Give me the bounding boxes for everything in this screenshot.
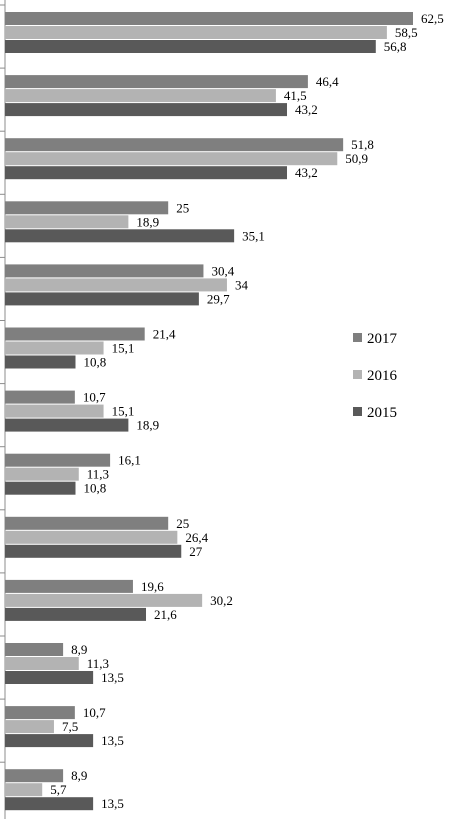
bar-2015-2	[5, 166, 288, 180]
bar-2017-0	[5, 12, 413, 25]
bar-2016-2	[5, 152, 338, 166]
bar-2015-10	[5, 671, 94, 684]
value-label: 7,5	[62, 719, 78, 734]
value-label: 43,2	[295, 102, 318, 117]
legend-swatch-2016	[353, 370, 362, 379]
bar-2016-9	[5, 593, 203, 607]
value-label: 10,8	[84, 481, 107, 496]
value-label: 27	[189, 544, 203, 559]
value-label: 18,9	[136, 214, 159, 229]
bar-2016-7	[5, 467, 79, 481]
value-labels-layer: 62,558,556,846,441,543,251,850,943,22518…	[50, 11, 444, 811]
bar-2016-5	[5, 341, 104, 355]
value-label: 8,9	[71, 642, 87, 657]
bar-2015-9	[5, 607, 147, 621]
value-label: 21,4	[153, 327, 176, 342]
value-label: 13,5	[101, 733, 124, 748]
bar-2016-8	[5, 530, 178, 544]
bar-2017-2	[5, 138, 344, 152]
legend-label: 2015	[367, 405, 397, 421]
value-label: 30,4	[211, 263, 234, 278]
value-label: 5,7	[50, 782, 67, 797]
value-label: 26,4	[185, 530, 208, 545]
value-label: 19,6	[141, 579, 164, 594]
value-label: 16,1	[118, 453, 141, 468]
value-label: 18,9	[136, 418, 159, 433]
bar-2017-4	[5, 264, 204, 278]
bar-2015-5	[5, 355, 76, 369]
bar-2016-3	[5, 215, 129, 229]
value-label: 29,7	[207, 291, 230, 306]
value-label: 56,8	[384, 39, 407, 54]
value-label: 51,8	[351, 137, 374, 152]
bar-2015-1	[5, 103, 288, 117]
bar-2016-6	[5, 404, 104, 418]
bar-2016-1	[5, 89, 276, 103]
bar-2016-11	[5, 720, 54, 734]
bar-2015-11	[5, 734, 94, 748]
bar-2017-1	[5, 75, 308, 89]
value-label: 11,3	[87, 656, 109, 671]
bar-2017-12	[5, 769, 64, 783]
bar-2015-3	[5, 229, 235, 243]
value-label: 8,9	[71, 768, 87, 783]
value-label: 34	[235, 277, 249, 292]
value-label: 21,6	[154, 607, 177, 622]
value-label: 13,5	[101, 796, 124, 811]
value-label: 10,8	[84, 355, 107, 370]
legend-swatch-2017	[353, 333, 362, 342]
value-label: 43,2	[295, 165, 318, 180]
bar-2017-9	[5, 579, 133, 593]
legend-label: 2017	[367, 331, 398, 347]
bar-2016-4	[5, 278, 227, 292]
value-label: 15,1	[112, 341, 135, 356]
value-label: 10,7	[83, 705, 106, 720]
bar-2017-10	[5, 643, 64, 656]
legend: 2017 2016 2015	[353, 331, 398, 421]
bar-2017-3	[5, 201, 169, 215]
bar-2015-7	[5, 481, 76, 495]
bar-2017-5	[5, 327, 145, 341]
value-label: 15,1	[112, 404, 135, 419]
legend-label: 2016	[367, 368, 398, 384]
value-label: 50,9	[345, 151, 368, 166]
value-label: 41,5	[284, 88, 307, 103]
value-label: 10,7	[83, 390, 106, 405]
bar-2015-8	[5, 544, 182, 558]
value-label: 13,5	[101, 670, 124, 685]
bar-2017-8	[5, 516, 169, 530]
value-label: 25	[176, 516, 189, 531]
value-label: 25	[176, 200, 189, 215]
bar-2017-6	[5, 390, 75, 404]
bars-layer	[5, 12, 413, 811]
value-label: 58,5	[395, 25, 418, 40]
bar-2015-6	[5, 418, 129, 432]
value-label: 46,4	[316, 74, 339, 89]
bar-2016-10	[5, 657, 79, 670]
value-label: 11,3	[87, 467, 109, 482]
value-label: 62,5	[421, 11, 444, 26]
bar-2016-0	[5, 26, 387, 39]
value-label: 30,2	[210, 593, 233, 608]
bar-2015-4	[5, 292, 199, 306]
bar-2017-7	[5, 453, 111, 467]
axis-layer	[0, 0, 6, 819]
value-label: 35,1	[242, 228, 265, 243]
bar-2015-12	[5, 797, 94, 811]
bar-2016-12	[5, 783, 43, 797]
legend-swatch-2015	[353, 407, 362, 416]
bar-2015-0	[5, 40, 376, 53]
bar-2017-11	[5, 706, 75, 720]
